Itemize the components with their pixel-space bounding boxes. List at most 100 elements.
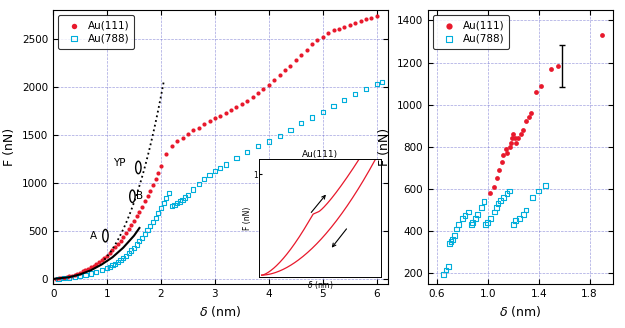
Au(111) bbox=[345, 23, 355, 28]
Au(111) bbox=[264, 82, 274, 88]
Au(788) bbox=[286, 127, 296, 133]
Au(111) bbox=[513, 136, 523, 141]
Au(788) bbox=[350, 92, 360, 97]
Au(111) bbox=[280, 68, 290, 73]
Au(111) bbox=[97, 257, 107, 263]
Au(788) bbox=[134, 239, 144, 244]
Au(111) bbox=[145, 188, 155, 193]
Au(788) bbox=[451, 226, 461, 232]
Au(111) bbox=[553, 63, 563, 68]
Au(111) bbox=[113, 241, 123, 247]
Au(111) bbox=[507, 136, 517, 141]
Au(111) bbox=[526, 111, 536, 116]
Au(788) bbox=[450, 233, 460, 238]
Y-axis label: F (nN): F (nN) bbox=[4, 128, 16, 166]
Au(111) bbox=[105, 250, 115, 256]
Au(111) bbox=[312, 37, 322, 42]
Au(111) bbox=[64, 274, 74, 279]
Au(788) bbox=[86, 271, 96, 276]
Au(111) bbox=[502, 151, 512, 156]
Au(788) bbox=[274, 133, 284, 138]
Au(788) bbox=[188, 187, 198, 192]
Au(111) bbox=[286, 63, 296, 68]
Au(111) bbox=[372, 13, 382, 18]
Au(111) bbox=[259, 87, 269, 92]
Au(788) bbox=[175, 199, 185, 204]
Au(788) bbox=[169, 202, 179, 208]
Au(788) bbox=[105, 264, 115, 269]
Au(111) bbox=[248, 95, 258, 100]
Au(111) bbox=[509, 136, 519, 141]
Au(788) bbox=[159, 200, 169, 206]
Au(111) bbox=[269, 77, 279, 83]
Text: YP: YP bbox=[113, 157, 126, 168]
Au(111) bbox=[83, 266, 93, 272]
Au(788) bbox=[64, 275, 74, 280]
Au(788) bbox=[156, 206, 166, 211]
X-axis label: $\delta$ (nm): $\delta$ (nm) bbox=[307, 278, 334, 291]
Au(788) bbox=[493, 201, 503, 206]
Au(788) bbox=[329, 103, 339, 109]
Au(788) bbox=[231, 155, 241, 160]
Au(111) bbox=[307, 42, 317, 47]
Au(111) bbox=[492, 176, 502, 181]
Au(111) bbox=[94, 259, 104, 265]
Au(788) bbox=[504, 188, 514, 194]
Au(111) bbox=[142, 194, 152, 199]
Au(111) bbox=[329, 28, 339, 33]
Au(111) bbox=[501, 146, 511, 152]
Text: B: B bbox=[136, 191, 142, 201]
Au(788) bbox=[151, 215, 161, 220]
Au(788) bbox=[132, 242, 142, 247]
Au(111) bbox=[226, 107, 236, 113]
Au(111) bbox=[110, 245, 120, 250]
Au(111) bbox=[99, 255, 109, 260]
Au(788) bbox=[540, 183, 550, 188]
Au(111) bbox=[511, 140, 521, 145]
Au(788) bbox=[242, 150, 252, 155]
Au(788) bbox=[528, 195, 538, 200]
Au(788) bbox=[486, 216, 496, 221]
Au(111) bbox=[124, 227, 134, 232]
Au(788) bbox=[70, 274, 80, 279]
Au(788) bbox=[210, 169, 220, 174]
Au(788) bbox=[534, 188, 544, 194]
Au(788) bbox=[502, 191, 512, 196]
Au(788) bbox=[172, 201, 182, 206]
Au(788) bbox=[194, 182, 204, 187]
Au(111) bbox=[151, 176, 161, 181]
Au(111) bbox=[156, 164, 166, 169]
Au(788) bbox=[468, 220, 478, 225]
Au(111) bbox=[546, 66, 556, 72]
Au(788) bbox=[521, 207, 531, 213]
Au(111) bbox=[318, 34, 328, 39]
Au(788) bbox=[372, 81, 382, 87]
Au(111) bbox=[506, 140, 516, 145]
Au(111) bbox=[498, 153, 508, 158]
Au(111) bbox=[91, 261, 101, 267]
Au(788) bbox=[479, 199, 489, 204]
X-axis label: $\delta$ (nm): $\delta$ (nm) bbox=[499, 304, 541, 319]
Au(111) bbox=[302, 47, 312, 52]
Au(788) bbox=[460, 213, 470, 218]
Au(788) bbox=[496, 198, 506, 203]
Au(111) bbox=[350, 21, 360, 26]
Au(788) bbox=[446, 239, 456, 244]
Au(111) bbox=[323, 30, 333, 35]
Au(111) bbox=[531, 90, 541, 95]
Au(788) bbox=[470, 216, 480, 221]
Au(788) bbox=[142, 228, 152, 233]
Au(111) bbox=[59, 275, 69, 280]
Au(788) bbox=[444, 264, 454, 270]
Au(111) bbox=[148, 182, 158, 187]
Au(111) bbox=[116, 238, 126, 243]
Au(111) bbox=[129, 218, 139, 224]
Au(788) bbox=[167, 204, 177, 209]
Au(788) bbox=[140, 232, 150, 237]
Au(111) bbox=[504, 144, 514, 150]
Au(788) bbox=[339, 97, 349, 103]
Au(111) bbox=[489, 184, 499, 190]
Au(788) bbox=[161, 195, 171, 201]
Au(111) bbox=[107, 248, 118, 253]
Au(788) bbox=[121, 253, 131, 258]
